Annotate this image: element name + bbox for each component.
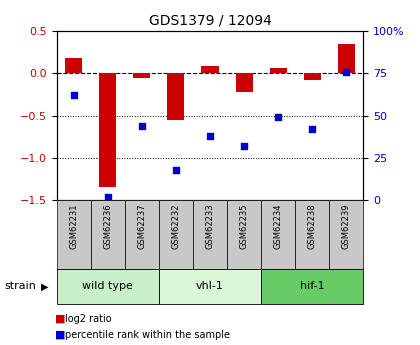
Text: strain: strain — [4, 282, 36, 291]
Bar — [295, 200, 329, 269]
Bar — [261, 269, 363, 304]
Bar — [236, 73, 252, 92]
Bar — [125, 200, 159, 269]
Point — [207, 133, 213, 139]
Bar — [99, 73, 116, 187]
Bar — [168, 73, 184, 120]
Text: GDS1379 / 12094: GDS1379 / 12094 — [149, 14, 271, 28]
Point — [343, 69, 349, 75]
Text: GSM62236: GSM62236 — [103, 204, 112, 249]
Bar — [193, 200, 227, 269]
Point — [275, 115, 281, 120]
Bar — [65, 58, 82, 73]
Bar — [304, 73, 321, 80]
Text: GSM62232: GSM62232 — [171, 204, 181, 249]
Bar — [202, 66, 218, 73]
Text: GSM62237: GSM62237 — [137, 204, 146, 249]
Text: ▶: ▶ — [41, 282, 49, 291]
Text: GSM62231: GSM62231 — [69, 204, 78, 249]
Text: GSM62239: GSM62239 — [342, 204, 351, 249]
Bar — [261, 200, 295, 269]
Bar — [91, 200, 125, 269]
Bar — [159, 269, 261, 304]
Text: GSM62233: GSM62233 — [205, 204, 215, 249]
Text: GSM62238: GSM62238 — [308, 204, 317, 249]
Text: hif-1: hif-1 — [300, 282, 325, 291]
Text: ■: ■ — [55, 314, 65, 324]
Bar — [159, 200, 193, 269]
Bar — [134, 73, 150, 78]
Bar — [227, 200, 261, 269]
Bar — [57, 269, 159, 304]
Bar — [57, 200, 91, 269]
Bar — [329, 200, 363, 269]
Point — [139, 123, 145, 128]
Text: GSM62235: GSM62235 — [239, 204, 249, 249]
Point — [309, 126, 315, 132]
Point — [173, 167, 179, 172]
Point — [241, 143, 247, 149]
Bar — [338, 44, 355, 73]
Text: GSM62234: GSM62234 — [274, 204, 283, 249]
Text: vhl-1: vhl-1 — [196, 282, 224, 291]
Point — [105, 194, 111, 199]
Bar — [270, 68, 287, 73]
Text: percentile rank within the sample: percentile rank within the sample — [65, 330, 230, 339]
Text: wild type: wild type — [82, 282, 133, 291]
Point — [71, 92, 77, 98]
Text: log2 ratio: log2 ratio — [65, 314, 112, 324]
Text: ■: ■ — [55, 330, 65, 339]
